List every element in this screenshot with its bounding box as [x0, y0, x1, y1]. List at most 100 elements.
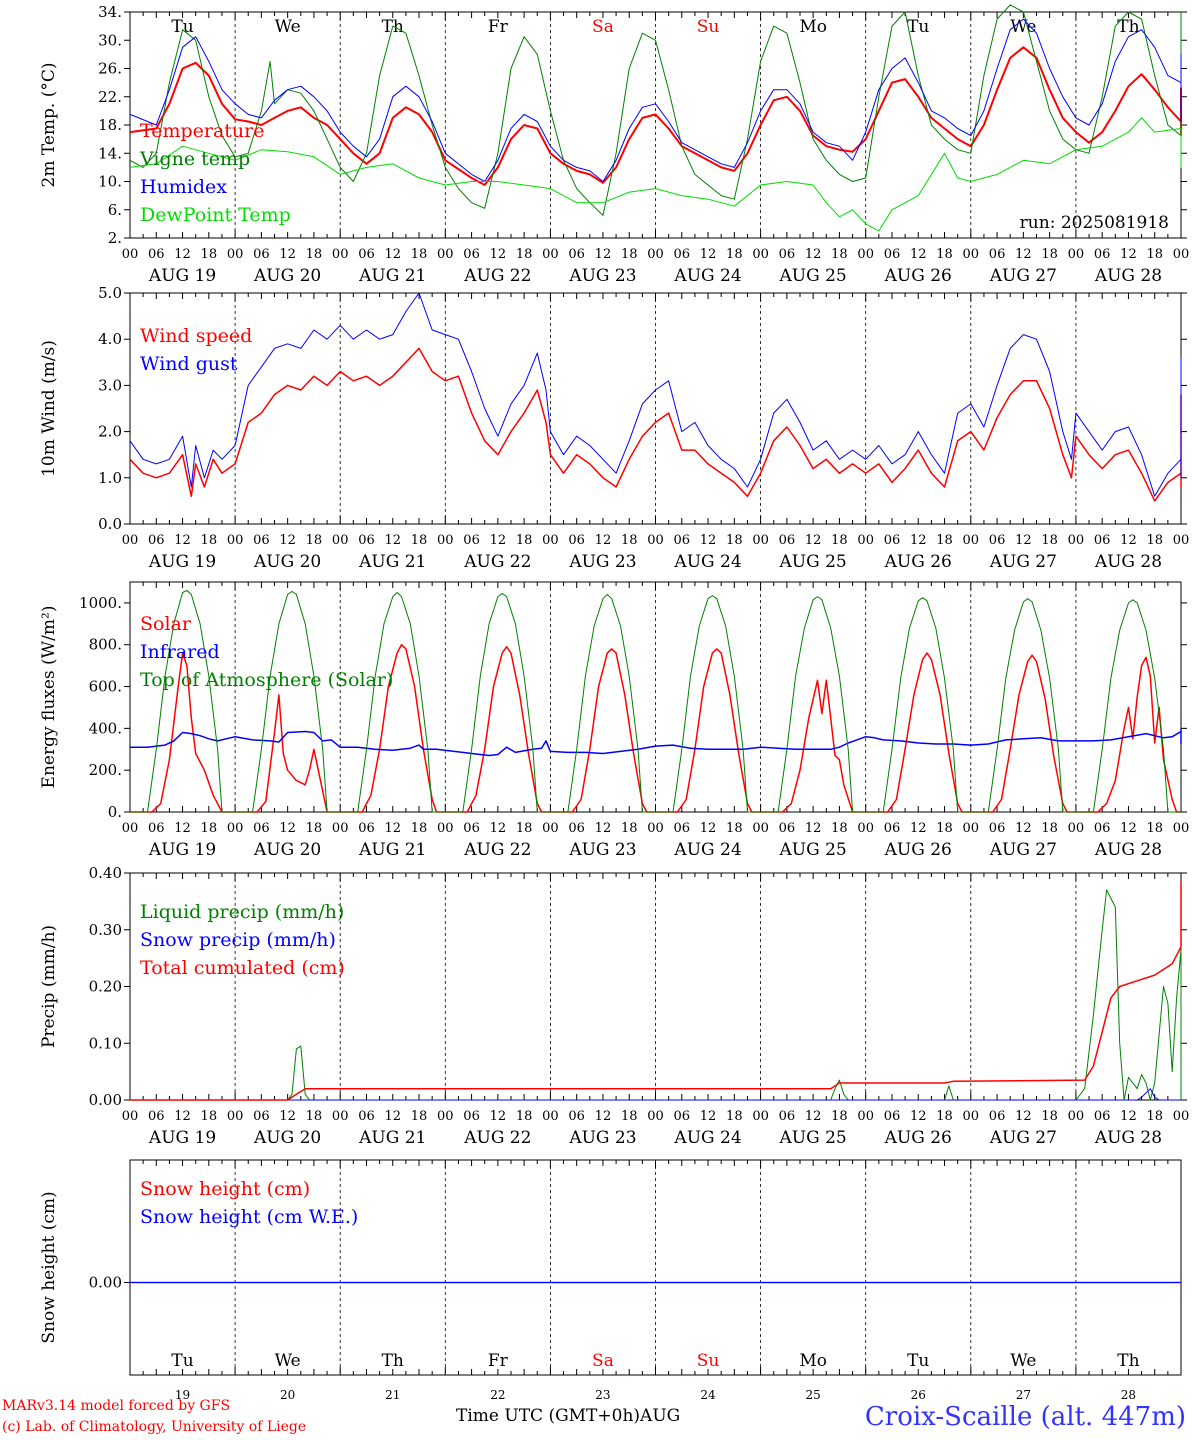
panel-4-hour-label: 12	[805, 1109, 822, 1124]
day-name-bottom: Th	[1117, 1351, 1139, 1371]
panel-2-hour-label: 12	[490, 533, 507, 548]
day-name-bottom: Tu	[171, 1351, 193, 1371]
day-number: 28	[1121, 1388, 1136, 1402]
panel-3-legend-1: Solar	[140, 613, 192, 635]
month-label: AUG	[640, 1406, 681, 1426]
panel-3-hour-label: 12	[910, 821, 927, 836]
panel-1-hour-label: 06	[568, 247, 585, 262]
panel-2-date-label: AUG 26	[884, 552, 952, 572]
panel-2-hour-label: 18	[516, 533, 533, 548]
panel-2-series-1-line	[129, 347, 1182, 502]
lab-credit: (c) Lab. of Climatology, University of L…	[2, 1419, 307, 1435]
panel-1-hour-label: 00	[1068, 247, 1085, 262]
run-annotation: run: 2025081918	[1020, 213, 1169, 233]
panel-2-hour-label: 12	[384, 533, 401, 548]
panel-4-hour-label: 06	[1094, 1109, 1111, 1124]
panel-2-date-label: AUG 27	[989, 552, 1057, 572]
time-axis-title: Time UTC (GMT+0h)AUG	[456, 1406, 680, 1426]
panel-1-y-tick-label: 18.	[98, 116, 122, 134]
panel-5-y-label: Snow height (cm)	[39, 1191, 59, 1343]
panel-2-hour-label: 12	[174, 533, 191, 548]
panel-3-hour-label: 06	[674, 821, 691, 836]
panel-4-hour-label: 00	[122, 1109, 139, 1124]
day-number: 21	[385, 1388, 400, 1402]
panel-4-hour-label: 00	[332, 1109, 349, 1124]
panel-1-y-tick-label: 30.	[98, 31, 122, 49]
panel-3-y-tick-label: 600.	[89, 678, 122, 696]
panel-4-hour-label: 00	[647, 1109, 664, 1124]
panel-1-hour-label: 18	[411, 247, 428, 262]
day-number: 25	[806, 1388, 821, 1402]
panel-1-date-label: AUG 24	[673, 266, 741, 286]
panel-2-hour-label: 00	[122, 533, 139, 548]
panel-2-hour-label: 06	[884, 533, 901, 548]
day-name-top: We	[275, 17, 301, 37]
day-number: 27	[1016, 1388, 1031, 1402]
panel-1-y-label: 2m Temp. (°C)	[39, 62, 59, 187]
panel-4-hour-label: 18	[621, 1109, 638, 1124]
panel-1-hour-label: 00	[1173, 247, 1190, 262]
panel-3-series-3-line	[130, 589, 1181, 813]
panel-2-y-tick-label: 4.0	[98, 330, 122, 348]
panel-2-y-label: 10m Wind (m/s)	[39, 340, 59, 477]
panel-3-hour-label: 12	[595, 821, 612, 836]
panel-4-hour-label: 00	[752, 1109, 769, 1124]
panel-4-legend-1: Liquid precip (mm/h)	[140, 901, 344, 923]
day-name-bottom: Su	[697, 1351, 720, 1371]
panel-3-hour-label: 00	[963, 821, 980, 836]
day-number: 26	[911, 1388, 926, 1402]
panel-4-hour-label: 12	[174, 1109, 191, 1124]
panel-4-hour-label: 18	[411, 1109, 428, 1124]
panel-2-hour-label: 06	[253, 533, 270, 548]
panel-1-date-label: AUG 20	[253, 266, 321, 286]
panel-3-hour-label: 06	[1094, 821, 1111, 836]
day-name-top: Th	[1117, 17, 1139, 37]
panel-3-y-tick-label: 400.	[89, 719, 122, 737]
panel-3-hour-label: 12	[700, 821, 717, 836]
panel-3-date-label: AUG 21	[358, 840, 426, 860]
panel-3-hour-label: 06	[358, 821, 375, 836]
panel-4-y-label: Precip (mm/h)	[39, 925, 59, 1048]
panel-4-hour-label: 06	[989, 1109, 1006, 1124]
panel-3-hour-label: 00	[122, 821, 139, 836]
panel-3-series-2-line	[130, 728, 1182, 757]
panel-1-date-label: AUG 27	[989, 266, 1057, 286]
panel-1-series-4-line	[129, 117, 1182, 232]
panel-1-hour-label: 06	[884, 247, 901, 262]
panel-3-hour-label: 06	[884, 821, 901, 836]
panel-1-y-tick-label: 10.	[98, 173, 122, 191]
panel-1-hour-label: 00	[647, 247, 664, 262]
panel-4-hour-label: 12	[279, 1109, 296, 1124]
panel-4-hour-label: 12	[700, 1109, 717, 1124]
panel-1-hour-label: 00	[227, 247, 244, 262]
panel-2-hour-label: 18	[411, 533, 428, 548]
panel-3-hour-label: 12	[174, 821, 191, 836]
panel-2-hour-label: 00	[227, 533, 244, 548]
panel-2-hour-label: 00	[542, 533, 559, 548]
panel-4-hour-label: 18	[726, 1109, 743, 1124]
day-number: 20	[280, 1388, 295, 1402]
panel-4-date-label: AUG 24	[673, 1128, 741, 1148]
panel-2-hour-label: 18	[1146, 533, 1163, 548]
panel-4-legend-3: Total cumulated (cm)	[140, 957, 345, 979]
panel-4-hour-label: 06	[884, 1109, 901, 1124]
panel-1-hour-label: 18	[1146, 247, 1163, 262]
panel-4-hour-label: 18	[201, 1109, 218, 1124]
panel-3-hour-label: 18	[1146, 821, 1163, 836]
panel-1-date-label: AUG 22	[463, 266, 531, 286]
panel-4-hour-label: 18	[306, 1109, 323, 1124]
panel-1-hour-label: 00	[963, 247, 980, 262]
panel-4-hour-label: 18	[1041, 1109, 1058, 1124]
panel-1-hour-label: 18	[306, 247, 323, 262]
panel-2-date-label: AUG 20	[253, 552, 321, 572]
time-label: Time UTC (GMT+0h)	[456, 1406, 641, 1426]
panel-3-hour-label: 00	[857, 821, 874, 836]
panel-1-hour-label: 06	[253, 247, 270, 262]
panel-4-hour-label: 06	[674, 1109, 691, 1124]
panel-3-hour-label: 00	[752, 821, 769, 836]
panel-3-hour-label: 18	[411, 821, 428, 836]
panel-3-y-tick-label: 0.	[108, 803, 122, 821]
panel-4-hour-label: 12	[490, 1109, 507, 1124]
panel-3-hour-label: 18	[831, 821, 848, 836]
panel-2-hour-label: 00	[332, 533, 349, 548]
